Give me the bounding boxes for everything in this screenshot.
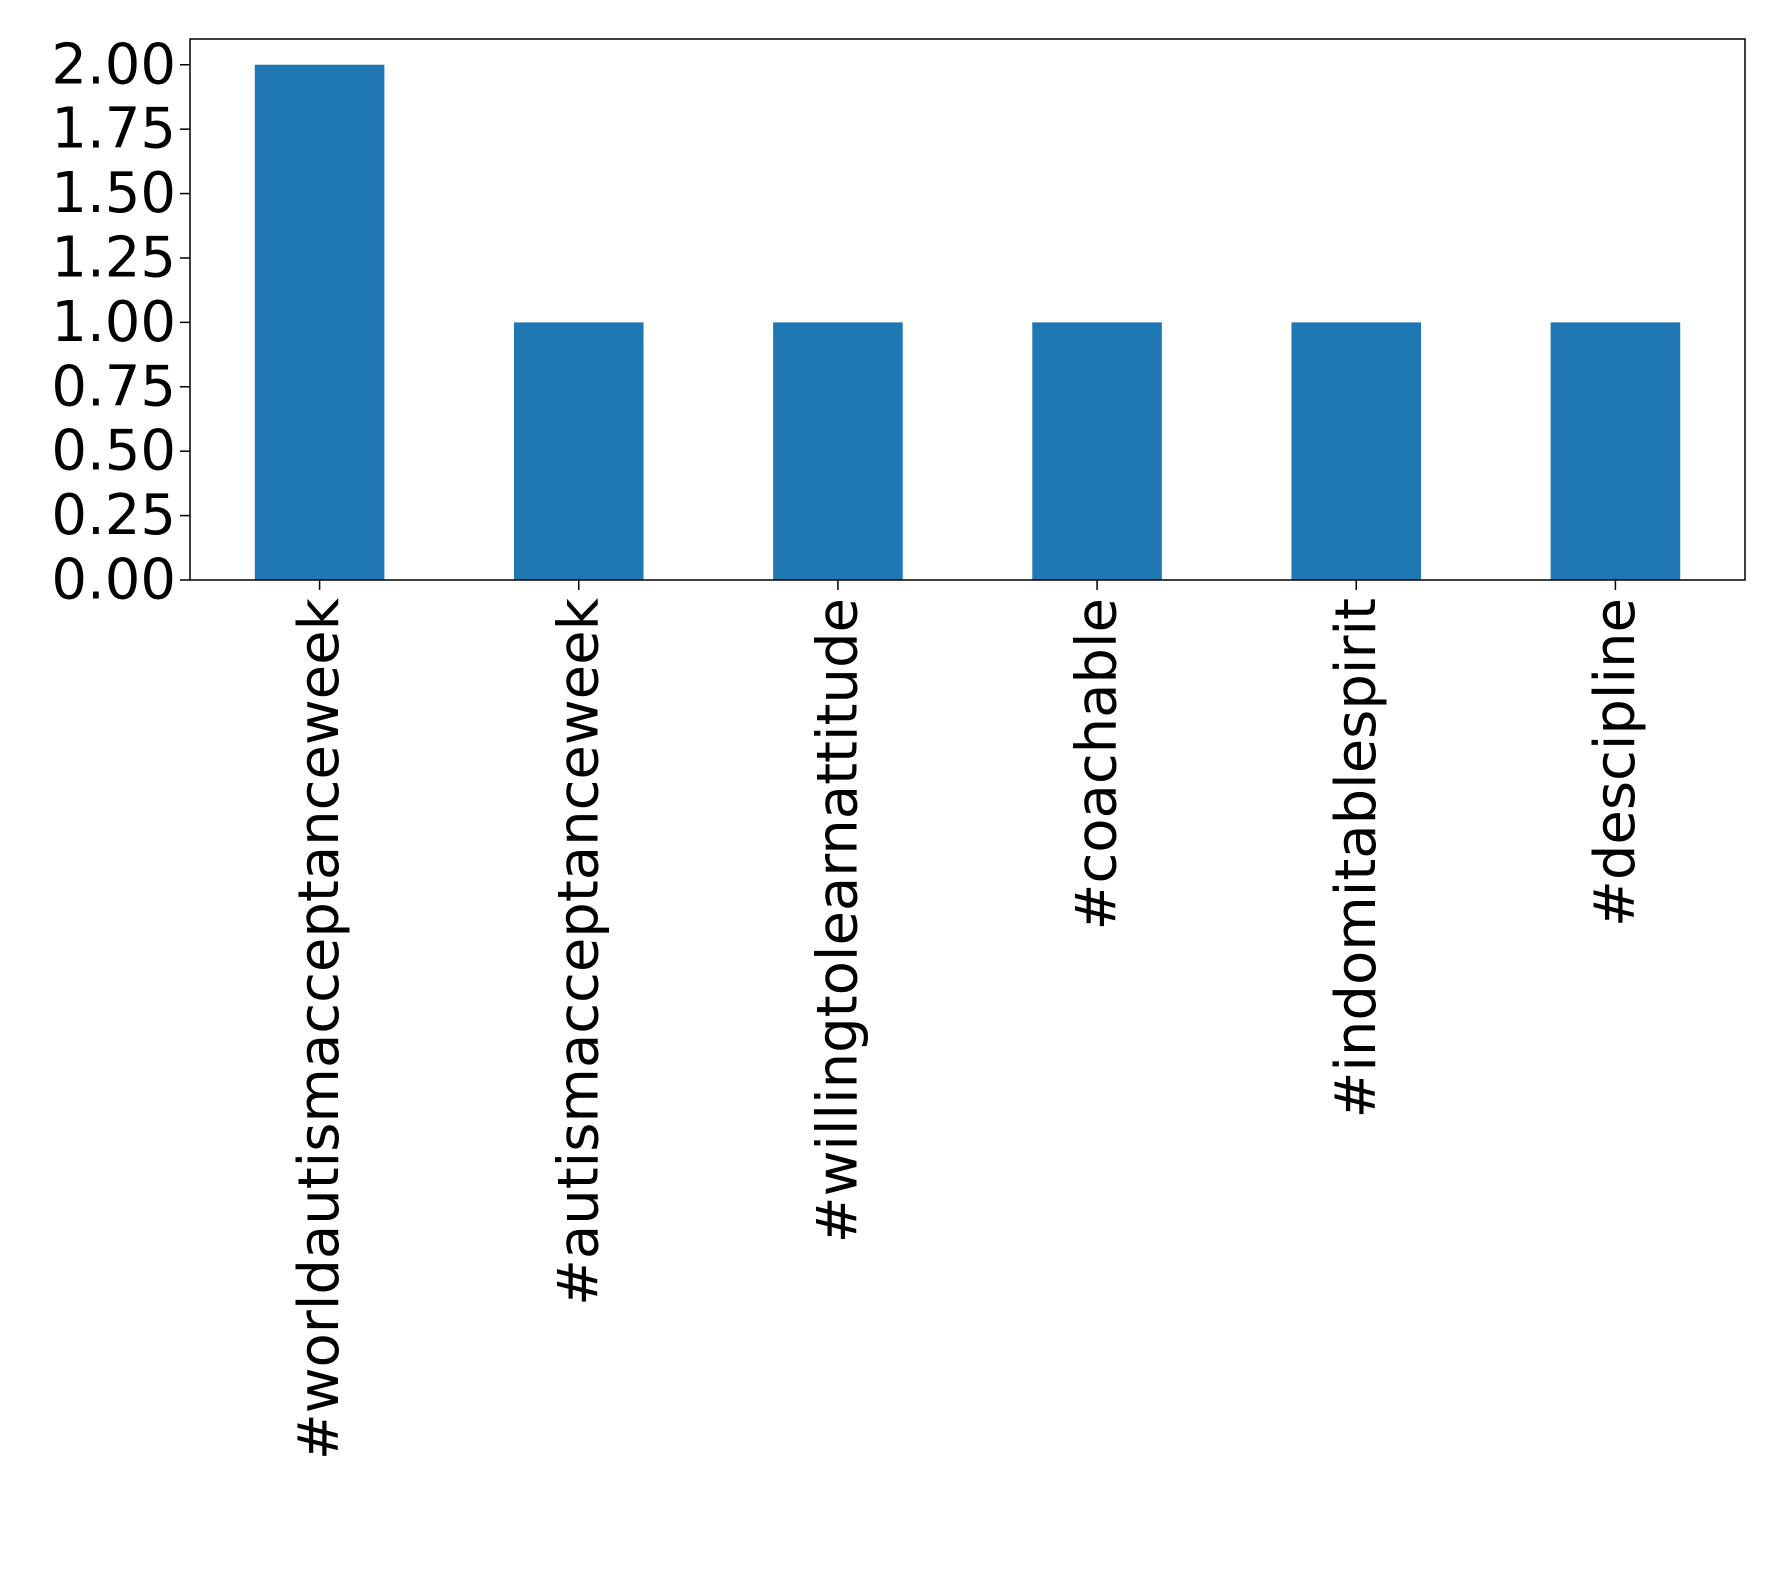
x-tick-label: #willingtolearnattitude bbox=[805, 598, 870, 1243]
x-tick-label: #indomitablespirit bbox=[1324, 598, 1389, 1119]
bar-0 bbox=[254, 64, 385, 580]
y-tick-label: 0.25 bbox=[51, 483, 176, 548]
y-axis: 0.000.250.500.751.001.251.501.752.00 bbox=[51, 32, 190, 613]
y-tick-label: 1.00 bbox=[51, 290, 176, 355]
bar-2 bbox=[773, 322, 903, 580]
x-tick-label: #worldautismacceptanceweek bbox=[287, 597, 352, 1460]
bar-1 bbox=[513, 322, 644, 580]
x-tick-label: #coachable bbox=[1065, 598, 1130, 930]
x-axis: #worldautismacceptanceweek #autismaccepta… bbox=[287, 580, 1648, 1460]
bars-layer bbox=[254, 64, 1681, 580]
y-tick-label: 1.25 bbox=[51, 225, 176, 290]
bar-4 bbox=[1291, 322, 1422, 580]
y-tick-label: 0.75 bbox=[51, 354, 176, 419]
y-tick-label: 2.00 bbox=[51, 32, 176, 97]
x-tick-label: #autismacceptanceweek bbox=[546, 597, 611, 1306]
x-tick-label: #descipline bbox=[1583, 598, 1648, 927]
y-tick-label: 1.75 bbox=[51, 97, 176, 162]
y-tick-label: 0.00 bbox=[51, 548, 176, 613]
plot-area-frame bbox=[189, 38, 1746, 581]
y-tick-label: 0.50 bbox=[51, 419, 176, 484]
bar-5 bbox=[1550, 322, 1681, 580]
bar-3 bbox=[1032, 322, 1162, 580]
y-tick-label: 1.50 bbox=[51, 161, 176, 226]
